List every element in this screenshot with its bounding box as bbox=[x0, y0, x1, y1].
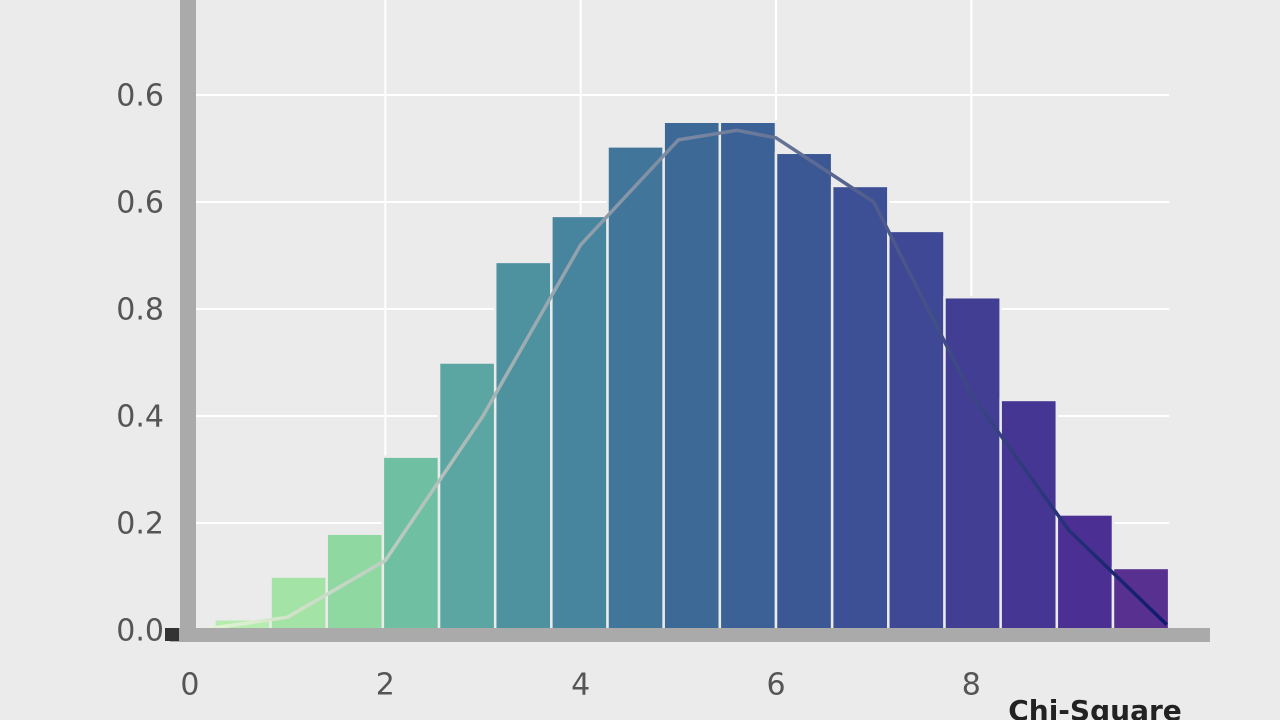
x-tick-label: 2 bbox=[376, 668, 395, 703]
x-tick-label: 4 bbox=[571, 668, 590, 703]
bar bbox=[325, 532, 385, 632]
x-tick-label: 8 bbox=[962, 668, 981, 703]
bar bbox=[662, 120, 722, 632]
x-axis-line bbox=[170, 628, 1210, 642]
bar bbox=[437, 361, 497, 632]
x-tick-label: 6 bbox=[766, 668, 785, 703]
bar bbox=[887, 229, 946, 632]
bar bbox=[493, 260, 553, 632]
y-tick-label: 0.6 bbox=[116, 186, 164, 221]
y-axis-line bbox=[180, 0, 196, 640]
density-curve bbox=[199, 128, 1168, 632]
bar bbox=[943, 295, 1002, 632]
bar bbox=[999, 398, 1059, 632]
y-tick-label: 0.6 bbox=[116, 79, 164, 114]
x-tick-label: 0 bbox=[180, 668, 199, 703]
bar bbox=[1055, 513, 1115, 632]
bar bbox=[606, 145, 665, 632]
y-tick-label: 0.7 bbox=[116, 0, 164, 7]
bar bbox=[381, 455, 441, 632]
bar bbox=[269, 575, 328, 632]
bar bbox=[550, 214, 609, 632]
bar bbox=[774, 151, 834, 632]
axis-corner bbox=[165, 628, 179, 641]
x-axis-label: Chi-Square bbox=[1008, 694, 1182, 720]
bar bbox=[718, 120, 778, 632]
bar bbox=[830, 184, 890, 632]
y-tick-label: 0.4 bbox=[116, 400, 164, 435]
y-tick-label: 0.2 bbox=[116, 507, 164, 542]
y-tick-label: 0.8 bbox=[116, 293, 164, 328]
y-tick-label: 0.0 bbox=[116, 614, 164, 649]
